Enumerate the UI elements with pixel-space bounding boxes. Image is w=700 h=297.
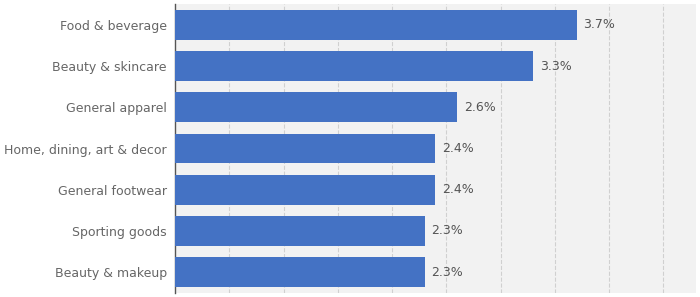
Text: 3.7%: 3.7% <box>583 18 615 31</box>
Text: 2.4%: 2.4% <box>442 183 474 196</box>
Bar <box>175 175 435 205</box>
Text: 3.3%: 3.3% <box>540 59 571 72</box>
Bar <box>175 51 533 81</box>
Text: 2.6%: 2.6% <box>463 101 496 114</box>
Text: 2.3%: 2.3% <box>431 266 463 279</box>
Bar <box>175 216 425 246</box>
Bar <box>175 134 435 163</box>
Text: 2.4%: 2.4% <box>442 142 474 155</box>
Text: 2.3%: 2.3% <box>431 225 463 238</box>
Bar <box>175 92 457 122</box>
Bar <box>175 257 425 287</box>
Bar <box>175 10 577 40</box>
